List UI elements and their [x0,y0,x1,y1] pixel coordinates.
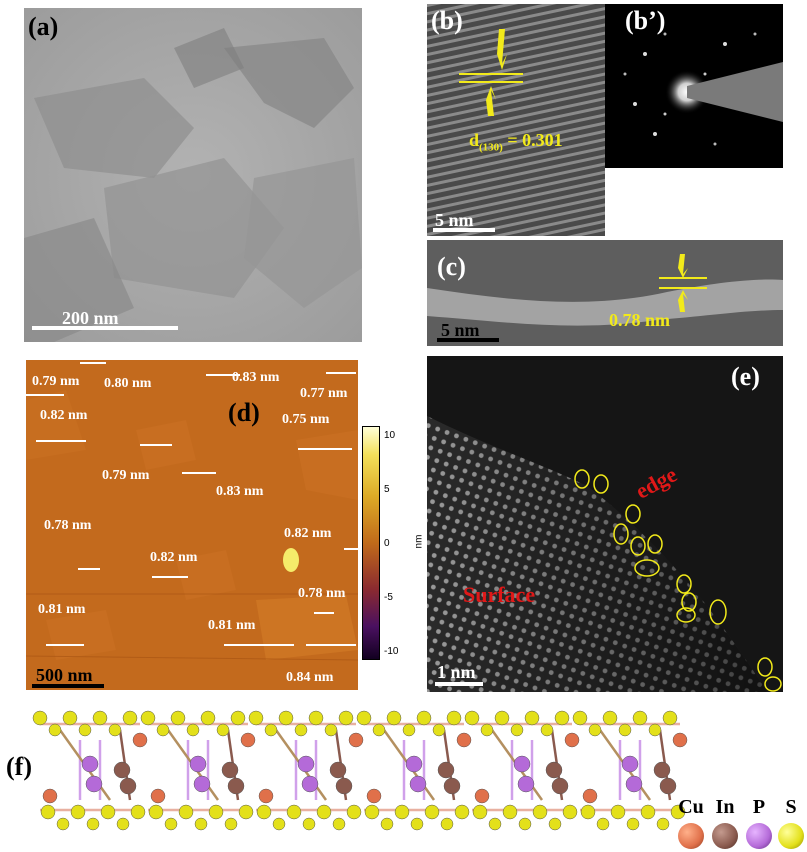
panel-d-label: (d) [228,398,260,427]
height-label: 0.82 nm [150,550,198,565]
colorbar-tick: 10 [384,430,396,441]
colorbar-unit: nm [413,534,425,549]
atomic-lattice [427,356,783,692]
height-label: 0.81 nm [208,618,256,633]
legend-in: In [710,796,740,849]
legend-cu: Cu [676,796,706,849]
d-spacing-symbol: d [469,130,480,150]
tem-flakes [24,8,362,342]
height-label: 0.75 nm [282,412,330,427]
height-label: 0.83 nm [216,484,264,499]
panel-f-crystal-structure: (f) [0,700,807,852]
panel-a-tem-image: (a) 200 nm [24,8,362,342]
height-profile-line [206,374,240,376]
d-spacing-value: = 0.301 [502,130,563,150]
scale-bar-a-text: 200 nm [62,308,119,328]
legend-p-label: P [752,796,766,818]
height-profile-line [344,548,358,550]
height-label: 0.82 nm [284,526,332,541]
panel-f-label: (f) [6,752,32,781]
scale-bar-b-text: 5 nm [435,210,474,230]
panel-b-prime-saed: (b’) [605,4,783,168]
lattice-fringes [427,4,605,236]
height-profile-line [36,440,86,442]
panel-d-afm: 0.79 nm 0.80 nm 0.83 nm 0.77 nm 0.82 nm … [26,360,358,690]
panel-b-label: (b) [431,6,463,35]
height-label: 0.84 nm [286,670,334,685]
height-label: 0.83 nm [232,370,280,385]
d-spacing-index: (130) [479,141,503,154]
height-profile-line [298,448,352,450]
scale-bar-b [433,228,495,232]
height-profile-line [140,444,172,446]
height-label: 0.79 nm [102,468,150,483]
cu-atom-icon [678,823,704,849]
scale-bar-c [437,338,499,342]
panel-c-label: (c) [437,252,466,281]
height-profile-line [182,472,216,474]
scale-bar-e [435,682,483,686]
legend-cu-label: Cu [678,796,704,818]
height-profile-line [224,644,294,646]
legend-p: P [744,796,774,849]
height-profile-line [306,644,356,646]
panel-c-cross-section: (c) 0.78 nm 5 nm [427,240,783,346]
d-spacing-label: d(130) = 0.301 [469,130,563,154]
legend-in-label: In [715,796,735,818]
height-label: 0.78 nm [44,518,92,533]
height-label: 0.82 nm [40,408,88,423]
colorbar-tick: -5 [384,592,393,603]
crystal-model [32,710,688,831]
height-label: 0.77 nm [300,386,348,401]
s-atom-icon [778,823,804,849]
colorbar-tick: 5 [384,484,390,495]
thickness-label: 0.78 nm [609,310,671,330]
height-label: 0.80 nm [104,376,152,391]
panel-e-label: (e) [731,362,760,391]
colorbar-tick: 0 [384,538,390,549]
height-profile-line [26,394,64,396]
afm-height-map [26,360,358,690]
scale-bar-d-text: 500 nm [36,665,93,685]
in-atom-icon [712,823,738,849]
height-profile-line [326,372,356,374]
legend-s: S [776,796,806,849]
panel-b-prime-label: (b’) [625,6,666,35]
afm-colorbar [362,426,380,660]
diffraction-pattern [623,32,783,146]
height-profile-line [46,644,84,646]
colorbar-tick: -10 [384,646,399,657]
scale-bar-c-text: 5 nm [441,320,480,340]
layer-edge [427,240,783,346]
p-atom-icon [746,823,772,849]
panel-b-hrtem: (b) d(130) = 0.301 5 nm [427,4,605,236]
panel-a-label: (a) [28,12,59,41]
height-profile-line [80,362,106,364]
height-profile-line [78,568,100,570]
panel-e-stem: (e) edge Surface 1 nm [427,356,783,692]
height-label: 0.78 nm [298,586,346,601]
height-label: 0.79 nm [32,374,80,389]
legend-s-label: S [785,796,797,818]
surface-label: Surface [463,582,536,607]
height-label: 0.81 nm [38,602,86,617]
scale-bar-e-text: 1 nm [437,662,476,682]
height-profile-line [152,576,188,578]
scale-bar-d [32,684,104,688]
scale-bar-a [32,326,178,330]
height-profile-line [314,612,334,614]
